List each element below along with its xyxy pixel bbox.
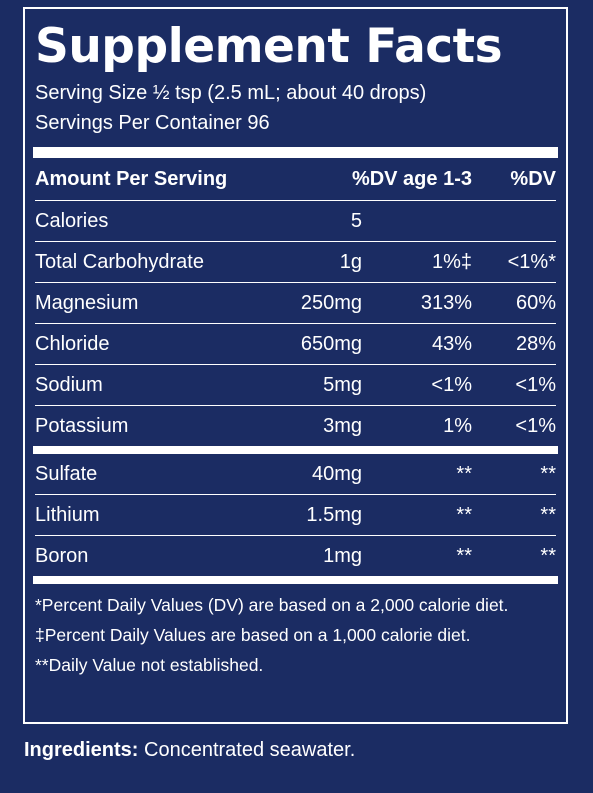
nutrient-dv-child: ** [456,544,472,567]
main-nutrient-rows: Calories 5 Total Carbohydrate 1g 1%‡ <1%… [35,201,556,446]
nutrient-dv-child: 43% [431,332,472,355]
nutrient-name: Calories [35,209,109,232]
divider-medium [33,576,558,584]
nutrient-dv-child: ** [456,503,472,526]
nutrient-name: Chloride [35,332,110,355]
nutrient-amount: 5 [350,209,362,232]
nutrient-dv-child: <1% [431,373,472,396]
nutrient-dv: ** [540,503,556,526]
footnote-dv-not-established: **Daily Value not established. [35,655,264,675]
footnote-dv-1000: ‡Percent Daily Values are based on a 1,0… [35,625,471,645]
nutrient-name: Boron [35,544,89,567]
nutrient-dv: 60% [515,291,556,314]
table-row: Sulfate 40mg ** ** [35,454,556,495]
ingredients-text: Concentrated seawater. [138,739,356,761]
servings-per-container: Servings Per Container 96 [35,112,270,134]
table-row: Total Carbohydrate 1g 1%‡ <1%* [35,242,556,283]
nutrient-amount: 3mg [323,414,362,437]
nutrient-amount: 1g [339,250,362,273]
nutrient-name: Magnesium [35,291,139,314]
nutrient-dv: <1% [515,414,556,437]
nutrient-amount: 5mg [323,373,362,396]
header-dv: %DV [510,167,556,190]
header-amount-per-serving: Amount Per Serving [35,167,228,190]
nutrient-dv-child: ** [456,462,472,485]
nutrient-amount: 1.5mg [306,503,362,526]
panel-title: Supplement Facts [35,19,503,74]
ingredients-label: Ingredients: [24,739,139,761]
nutrient-name: Total Carbohydrate [35,250,204,273]
nutrient-dv-child: 1%‡ [431,250,472,273]
nutrient-dv: <1%* [507,250,556,273]
footnote-dv-2000: *Percent Daily Values (DV) are based on … [35,595,509,615]
supplement-facts-panel: Supplement Facts Serving Size ½ tsp (2.5… [23,7,568,724]
divider-thick [33,147,558,158]
table-row: Calories 5 [35,201,556,242]
nutrient-dv: ** [540,544,556,567]
nutrient-dv-child: 1% [443,414,472,437]
nutrient-amount: 650mg [300,332,362,355]
table-row: Chloride 650mg 43% 28% [35,324,556,365]
serving-size: Serving Size ½ tsp (2.5 mL; about 40 dro… [35,82,427,104]
nutrient-amount: 1mg [323,544,362,567]
header-dv-child: %DV age 1-3 [351,167,472,190]
nutrient-dv-child: 313% [420,291,472,314]
table-row: Sodium 5mg <1% <1% [35,365,556,406]
table-header: Amount Per Serving %DV age 1-3 %DV [35,158,556,201]
table-row: Potassium 3mg 1% <1% [35,406,556,446]
footnotes: *Percent Daily Values (DV) are based on … [35,590,556,680]
table-row: Lithium 1.5mg ** ** [35,495,556,536]
nutrient-dv: <1% [515,373,556,396]
nutrient-amount: 250mg [300,291,362,314]
nutrient-name: Potassium [35,414,129,437]
nutrient-dv: ** [540,462,556,485]
nutrient-name: Sulfate [35,462,98,485]
ingredients-line: Ingredients: Concentrated seawater. [24,734,355,766]
other-ingredient-rows: Sulfate 40mg ** ** Lithium 1.5mg ** ** B… [35,454,556,576]
nutrient-dv: 28% [515,332,556,355]
table-row: Boron 1mg ** ** [35,536,556,576]
nutrient-amount: 40mg [311,462,362,485]
table-row: Magnesium 250mg 313% 60% [35,283,556,324]
nutrient-name: Lithium [35,503,100,526]
divider-medium [33,446,558,454]
nutrient-name: Sodium [35,373,103,396]
